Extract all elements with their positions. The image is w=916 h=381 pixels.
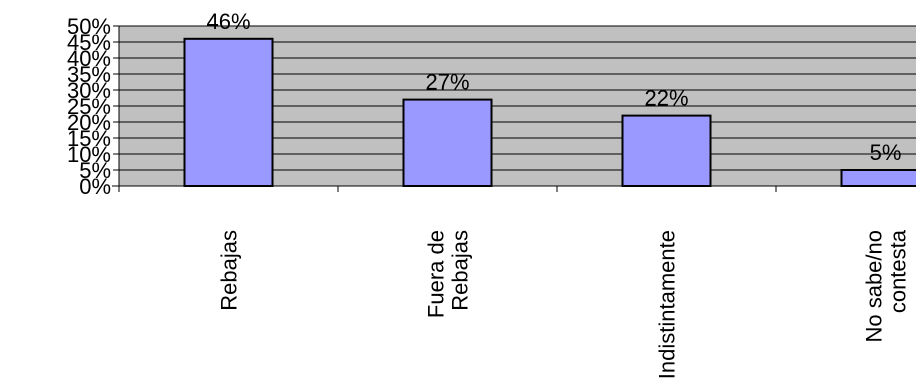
y-tick-label: 20% [67,110,111,135]
data-labels: 46% 27% 22% 5% [206,9,901,165]
y-axis-ticks: 0%5%10%15%20%25%30%35%40%45%50% [67,14,119,199]
y-tick-label: 50% [67,14,111,39]
x-category-label: Rebajas [217,230,242,311]
bar [183,37,274,187]
y-tick-label: 5% [79,158,111,183]
y-tick-label: 35% [67,62,111,87]
y-tick-label: 25% [67,94,111,119]
bar [621,114,712,187]
y-tick-label: 45% [67,30,111,55]
x-axis-tick-marks [118,186,777,192]
y-tick-label: 10% [67,142,111,167]
x-category-label: contesta [886,229,911,313]
data-label: 5% [870,140,902,165]
bar [402,98,493,187]
x-category-label: Rebajas [448,230,473,311]
y-tick-label: 15% [67,126,111,151]
y-tick-label: 30% [67,78,111,103]
x-category-label: Indistintamente [655,230,680,379]
x-category-label: No sabe/no [862,230,887,343]
y-tick-label: 0% [79,174,111,199]
bar [840,169,916,187]
y-tick-label: 40% [67,46,111,71]
x-category-label: Fuera de [424,230,449,318]
data-label: 27% [425,70,469,95]
x-axis-labels: Rebajas Fuera de Rebajas Indistintamente No … [217,229,911,379]
data-label: 22% [644,86,688,111]
data-label: 46% [206,9,250,34]
